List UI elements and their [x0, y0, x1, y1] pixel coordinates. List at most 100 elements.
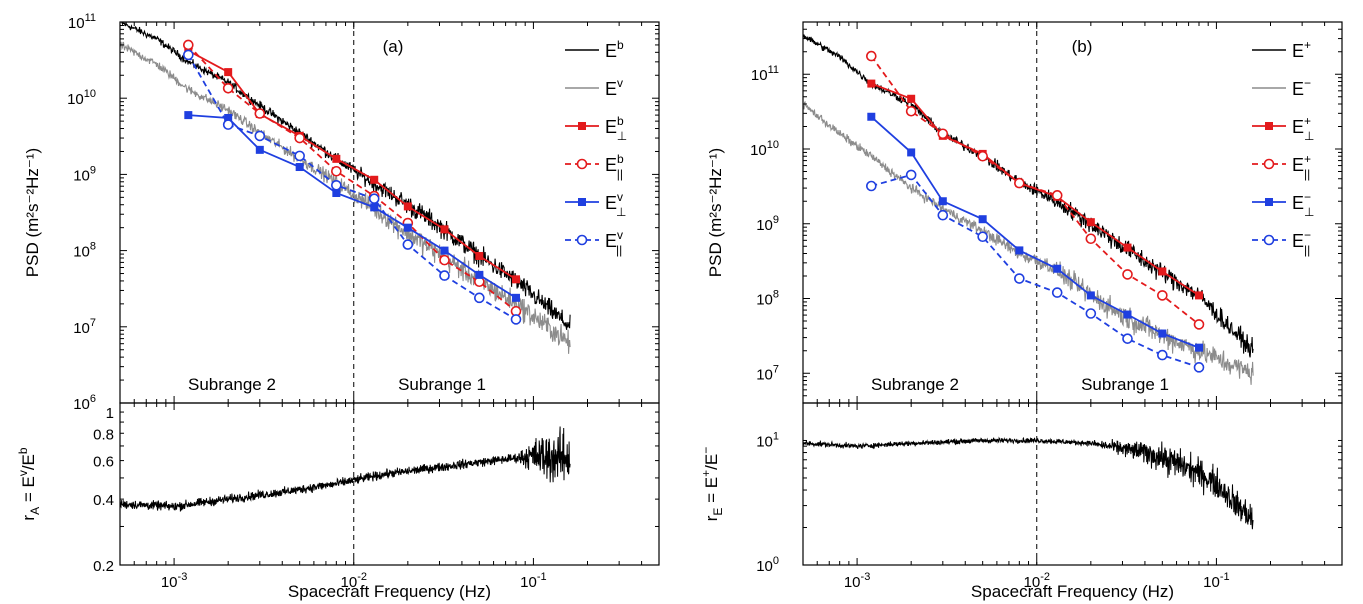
series-E−-par-point — [1051, 287, 1063, 298]
series-E−-perp-line — [870, 116, 1200, 349]
series-Ev-perp-point — [403, 223, 412, 232]
series-Ev-par-point — [474, 292, 485, 304]
legend-base: E — [1292, 117, 1304, 137]
tick-base: 10 — [520, 574, 537, 591]
y-axis-label: PSD (m²s⁻²Hz⁻¹) — [706, 148, 725, 277]
series-Ev-perp-point — [440, 246, 449, 255]
series-Eb-perp-point — [440, 225, 449, 234]
series-E−-par-line — [871, 173, 1200, 369]
legend-subscript: ⊥ — [1304, 205, 1314, 219]
tick-base: 10 — [756, 217, 773, 234]
legend-label: Ev || — [605, 228, 623, 257]
label-superscript: v — [16, 470, 30, 476]
label-part: r — [19, 515, 38, 521]
legend-base: E — [1292, 231, 1304, 251]
legend-superscript: + — [1304, 38, 1311, 52]
series-Ev-par-point — [294, 150, 305, 162]
tick-exponent: 1 — [773, 430, 779, 442]
series-E−-par-point — [866, 180, 877, 192]
series-Ev-par-point — [331, 179, 342, 191]
tick-exponent: 8 — [90, 241, 96, 253]
tick-exponent: 10 — [84, 88, 96, 100]
tick-base: 10 — [1024, 574, 1041, 591]
label-superscript: + — [699, 470, 713, 477]
y-tick-label: 1011 — [751, 64, 779, 84]
legend-superscript: v — [617, 190, 623, 204]
panel-a: 10-3 10-2 10-1106107108109101010110.20.40.… — [16, 12, 660, 601]
y-tick-label: 1010 — [750, 139, 779, 159]
tick-exponent: 6 — [90, 393, 96, 405]
series-Ev-par-point — [254, 130, 266, 142]
legend-base: E — [1292, 79, 1304, 99]
tick-base: 10 — [844, 574, 861, 591]
x-axis-label: Spacecraft Frequency (Hz) — [288, 582, 491, 601]
tick-exponent: -3 — [861, 571, 871, 583]
series-Eb-perp-point — [403, 202, 412, 211]
legend-label: E− ⊥ — [1292, 190, 1314, 219]
legend-subscript: || — [617, 167, 623, 181]
label-part: /E — [19, 454, 38, 470]
series-Ev-perp-point — [370, 203, 379, 212]
series-Ev-par-point — [183, 49, 194, 61]
legend-base: E — [605, 193, 617, 213]
tick-exponent: 0 — [773, 555, 779, 567]
legend-label: Ev ⊥ — [605, 190, 626, 219]
series-E−-perp-point — [1195, 343, 1204, 352]
series-E−-par-point — [1014, 273, 1025, 284]
legend-subscript: || — [1304, 167, 1310, 181]
series-Ev-par-point — [368, 193, 380, 204]
legend-superscript: + — [1304, 114, 1311, 128]
x-tick-label: 10-3 — [844, 571, 870, 591]
x-axis-label: Spacecraft Frequency (Hz) — [971, 582, 1174, 601]
series-Eb-line — [120, 22, 571, 330]
series-E−-par-point — [977, 231, 988, 243]
legend-marker — [576, 234, 588, 246]
y-axis-label: PSD (m²s⁻²Hz⁻¹) — [23, 148, 42, 277]
legend-label: Eb || — [605, 152, 624, 181]
legend-label: Ev — [605, 76, 623, 99]
series-E−-perp-point — [1086, 291, 1095, 300]
tick-base: 10 — [751, 67, 768, 84]
label-subscript: A — [28, 507, 42, 515]
series-Eb-perp-point — [512, 275, 521, 284]
legend-superscript: v — [617, 228, 623, 242]
series-Eb-par-point — [331, 165, 342, 177]
tick-base: 10 — [161, 574, 178, 591]
series-Ev-line — [120, 41, 571, 354]
series-Ev-par-line — [187, 54, 517, 321]
series-Ev-perp-point — [512, 293, 521, 302]
tick-base: 10 — [73, 167, 90, 184]
series-Eb-perp-point — [332, 154, 341, 163]
series-E+-par-point — [1014, 177, 1025, 189]
series-E−-par-point — [937, 209, 949, 221]
series-E−-perp-point — [938, 197, 947, 206]
legend-base: E — [1292, 155, 1304, 175]
tick-exponent: 7 — [90, 317, 96, 329]
ratio-y-tick-label: 101 — [756, 430, 779, 450]
legend-label: E+ — [1292, 38, 1311, 61]
series-E−-perp-point — [978, 215, 987, 224]
legend-superscript: + — [1304, 152, 1311, 166]
legend-superscript: b — [617, 114, 624, 128]
ratio-line — [803, 436, 1254, 530]
series-Ev-par-point — [402, 239, 414, 250]
legend-marker — [576, 158, 588, 170]
series-group — [803, 34, 1254, 385]
tick-exponent: 7 — [773, 363, 779, 375]
legend-base: E — [605, 155, 617, 175]
legend-subscript: || — [616, 243, 622, 257]
tick-exponent: 8 — [773, 289, 779, 301]
y-tick-label: 109 — [73, 164, 96, 184]
series-E+-perp-point — [1195, 291, 1204, 300]
legend-base: E — [1292, 193, 1304, 213]
main-axes-frame — [119, 21, 660, 404]
y-tick-label: 108 — [756, 289, 779, 309]
series-Eb-par-point — [222, 82, 234, 94]
tick-base: 10 — [73, 244, 90, 261]
legend-label: E− || — [1292, 228, 1311, 257]
series-E−-line — [803, 100, 1254, 385]
label-part: = E — [19, 476, 38, 507]
legend-superscript: b — [617, 38, 624, 52]
series-E+-perp-point — [1123, 243, 1132, 252]
